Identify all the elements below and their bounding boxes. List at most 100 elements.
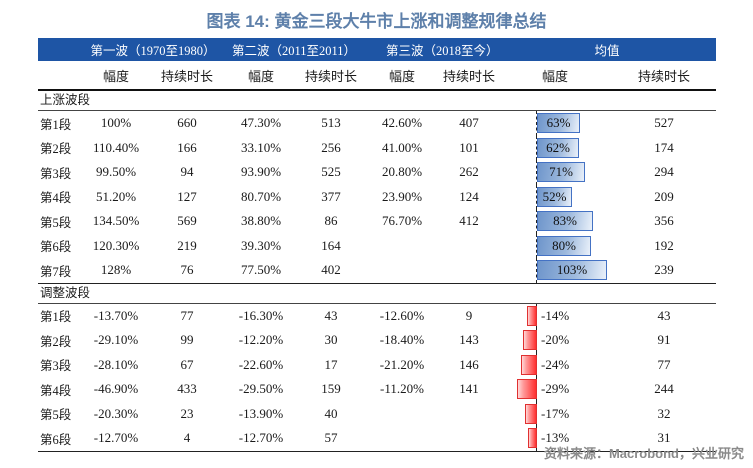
mean-amplitude-value: -29%	[541, 381, 570, 396]
cell-wave1-duration: 127	[177, 188, 197, 204]
cell-wave2-amplitude: 47.30%	[240, 115, 282, 131]
mean-amplitude-value: 80%	[552, 237, 576, 253]
wave1-header: 第一波（1970至1980）	[90, 44, 216, 58]
cell-wave3-amplitude: 20.80%	[381, 164, 423, 180]
cell-wave2-amplitude: -13.90%	[238, 405, 284, 421]
row-label: 第3段	[40, 166, 72, 181]
mean-amplitude-bar-cell: 52%	[498, 184, 612, 209]
mean-amplitude-value: -20%	[541, 332, 570, 347]
table-body: 上涨波段 第1段 100% 660 47.30% 513 42.60% 407 63% 527 第2…	[38, 91, 716, 452]
cell-wave1-amplitude: 134.50%	[92, 213, 140, 229]
mean-amplitude-value: -13%	[541, 430, 570, 445]
mean-amplitude-value: -17%	[541, 405, 570, 421]
mean-amplitude-bar-cell: 62%	[498, 135, 612, 160]
negative-mean-bar	[523, 330, 537, 350]
cell-mean-duration: 77	[657, 356, 671, 372]
bar-axis-line	[536, 209, 537, 234]
mean-amplitude-bar-cell: -17%	[498, 401, 612, 426]
cell-wave2-amplitude: -29.50%	[238, 381, 284, 397]
row-label: 第2段	[40, 142, 72, 157]
cell-wave1-duration: 569	[177, 213, 197, 229]
summary-table: 第一波（1970至1980） 第二波（2011至2011） 第三波（2018至今…	[38, 38, 716, 452]
mean-amplitude-bar-cell: -29%	[498, 377, 612, 402]
bar-axis-line	[536, 184, 537, 209]
cell-wave1-amplitude: 99.50%	[95, 164, 137, 180]
cell-wave2-duration: 17	[324, 356, 338, 372]
mean-header: 均值	[594, 44, 620, 58]
cell-wave3-duration: 141	[459, 381, 479, 397]
bar-axis-line	[536, 233, 537, 258]
cell-wave2-duration: 159	[321, 381, 341, 397]
table-row: 第3段 99.50% 94 93.90% 525 20.80% 262 71% 294	[38, 160, 716, 185]
table-row: 第5段 134.50% 569 38.80% 86 76.70% 412 83% 356	[38, 209, 716, 234]
figure-title: 图表 14: 黄金三段大牛市上涨和调整规律总结	[206, 12, 547, 31]
mean-amplitude-bar-cell: -24%	[498, 352, 612, 377]
wave2-amp-header: 幅度	[247, 68, 274, 84]
positive-mean-bar: 52%	[537, 186, 572, 207]
table-row: 第2段 -29.10% 99 -12.20% 30 -18.40% 143 -20% 91	[38, 328, 716, 353]
cell-mean-duration: 31	[657, 430, 671, 446]
mean-amp-header: 幅度	[541, 68, 568, 84]
cell-wave1-amplitude: 51.20%	[95, 188, 137, 204]
cell-wave3-duration: 101	[459, 139, 479, 155]
cell-wave3-amplitude: 23.90%	[381, 188, 423, 204]
mean-amplitude-value: 71%	[549, 164, 573, 179]
row-label: 第4段	[40, 191, 72, 206]
cell-wave2-duration: 256	[321, 139, 341, 155]
positive-mean-bar: 103%	[537, 260, 607, 280]
cell-wave3-duration: 407	[459, 115, 479, 131]
cell-wave1-amplitude: 110.40%	[92, 139, 140, 155]
mean-dur-header: 持续时长	[637, 68, 690, 84]
cell-wave3-amplitude: -21.20%	[379, 356, 425, 372]
cell-wave3-amplitude: -12.60%	[379, 307, 425, 323]
bar-axis-line	[536, 258, 537, 283]
cell-wave3-duration: 262	[459, 164, 479, 180]
cell-wave3-duration: 146	[459, 356, 479, 372]
row-label: 第5段	[40, 408, 72, 423]
mean-amplitude-bar-cell: -13%	[498, 426, 612, 451]
mean-amplitude-value: 62%	[546, 139, 570, 155]
cell-wave1-duration: 4	[183, 430, 191, 446]
cell-wave2-duration: 525	[321, 164, 341, 180]
cell-wave1-duration: 99	[180, 332, 194, 348]
bar-axis-line	[536, 160, 537, 185]
positive-mean-bar: 80%	[537, 235, 591, 256]
cell-wave2-duration: 86	[324, 213, 338, 229]
mean-amplitude-bar-cell: 71%	[498, 160, 612, 185]
table-row: 第5段 -20.30% 23 -13.90% 40 -17% 32	[38, 401, 716, 426]
cell-wave2-duration: 43	[324, 307, 338, 323]
mean-amplitude-bar-cell: -20%	[498, 328, 612, 353]
cell-wave3-amplitude: 42.60%	[381, 115, 423, 131]
cell-mean-duration: 244	[654, 381, 674, 397]
mean-amplitude-bar-cell: 83%	[498, 209, 612, 234]
cell-wave2-amplitude: 33.10%	[240, 139, 282, 155]
mean-amplitude-value: -14%	[541, 307, 570, 323]
cell-wave2-amplitude: 38.80%	[240, 213, 282, 229]
cell-wave3-duration: 9	[465, 307, 473, 323]
wave3-dur-header: 持续时长	[442, 68, 495, 84]
cell-mean-duration: 527	[654, 115, 674, 131]
cell-wave3-duration: 143	[459, 332, 479, 348]
table-row: 第6段 -12.70% 4 -12.70% 57 -13% 31	[38, 426, 716, 451]
positive-mean-bar: 71%	[537, 162, 585, 182]
cell-wave1-duration: 219	[177, 237, 197, 253]
mean-amplitude-value: 63%	[546, 115, 571, 130]
row-label: 第5段	[40, 215, 72, 230]
cell-wave2-duration: 57	[324, 430, 338, 446]
table-row: 第7段 128% 76 77.50% 402 103% 239	[38, 258, 716, 283]
table-row: 第4段 -46.90% 433 -29.50% 159 -11.20% 141 -29% 244	[38, 377, 716, 402]
bar-axis-line	[536, 135, 537, 160]
cell-mean-duration: 174	[654, 139, 674, 155]
cell-wave2-duration: 30	[324, 332, 338, 348]
cell-wave2-amplitude: -22.60%	[238, 356, 284, 372]
sub-header-row: 幅度 持续时长 幅度 持续时长 幅度 持续时长 幅度 持续时长	[38, 61, 716, 91]
negative-mean-bar	[527, 305, 537, 326]
wave2-dur-header: 持续时长	[304, 68, 357, 84]
cell-mean-duration: 209	[654, 188, 674, 204]
cell-wave3-amplitude: -18.40%	[379, 332, 425, 348]
cell-wave1-amplitude: -28.10%	[93, 356, 139, 372]
cell-mean-duration: 43	[657, 307, 671, 323]
cell-wave1-amplitude: -20.30%	[93, 405, 139, 421]
wave2-header: 第二波（2011至2011）	[231, 44, 357, 58]
